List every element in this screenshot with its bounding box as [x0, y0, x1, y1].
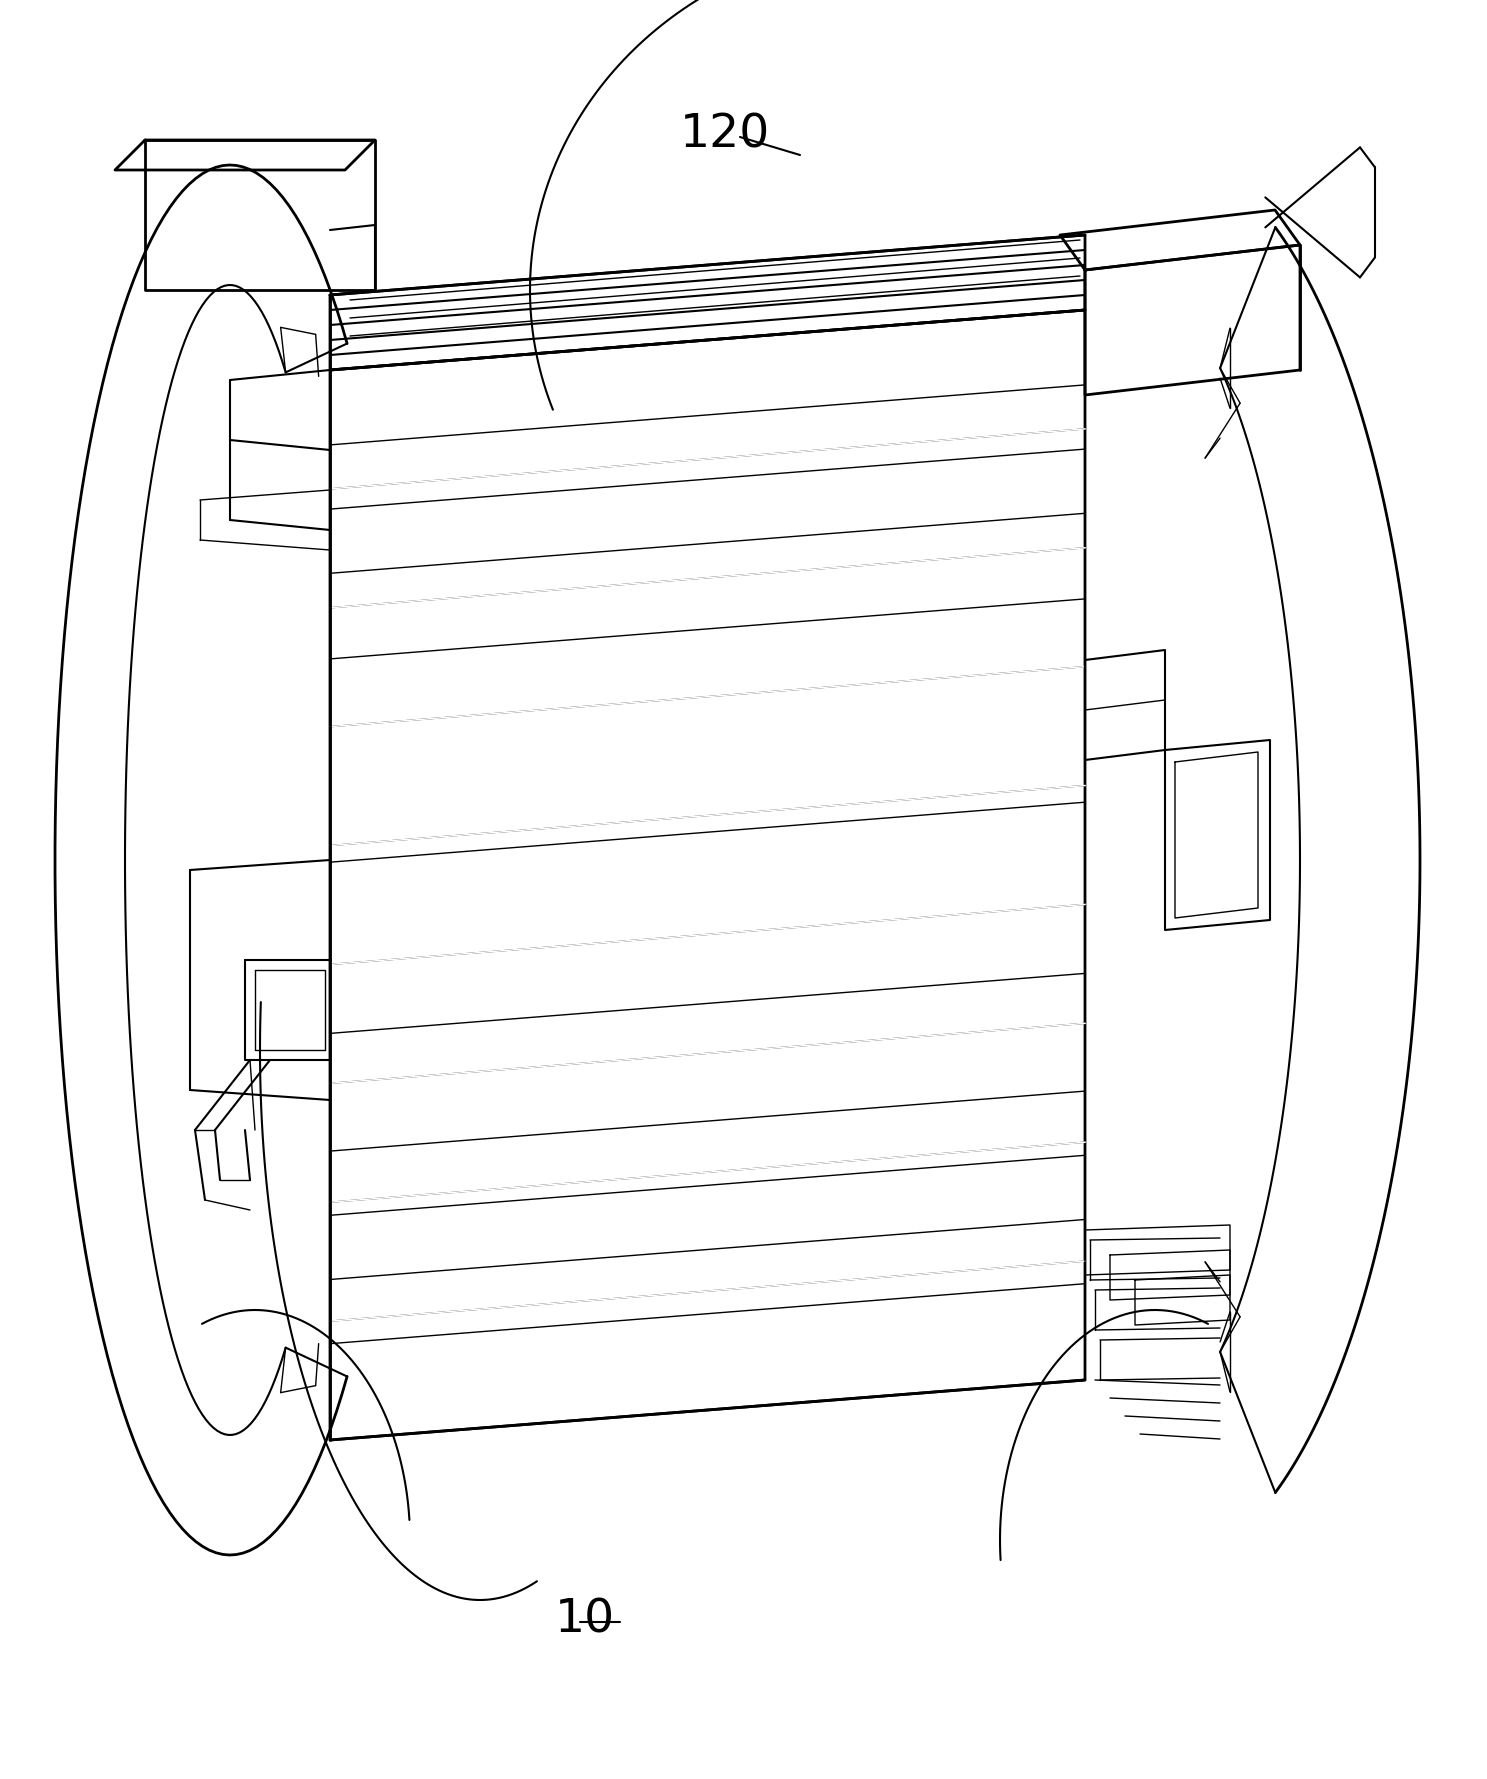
- Text: 120: 120: [680, 112, 770, 158]
- Text: 10: 10: [555, 1598, 616, 1642]
